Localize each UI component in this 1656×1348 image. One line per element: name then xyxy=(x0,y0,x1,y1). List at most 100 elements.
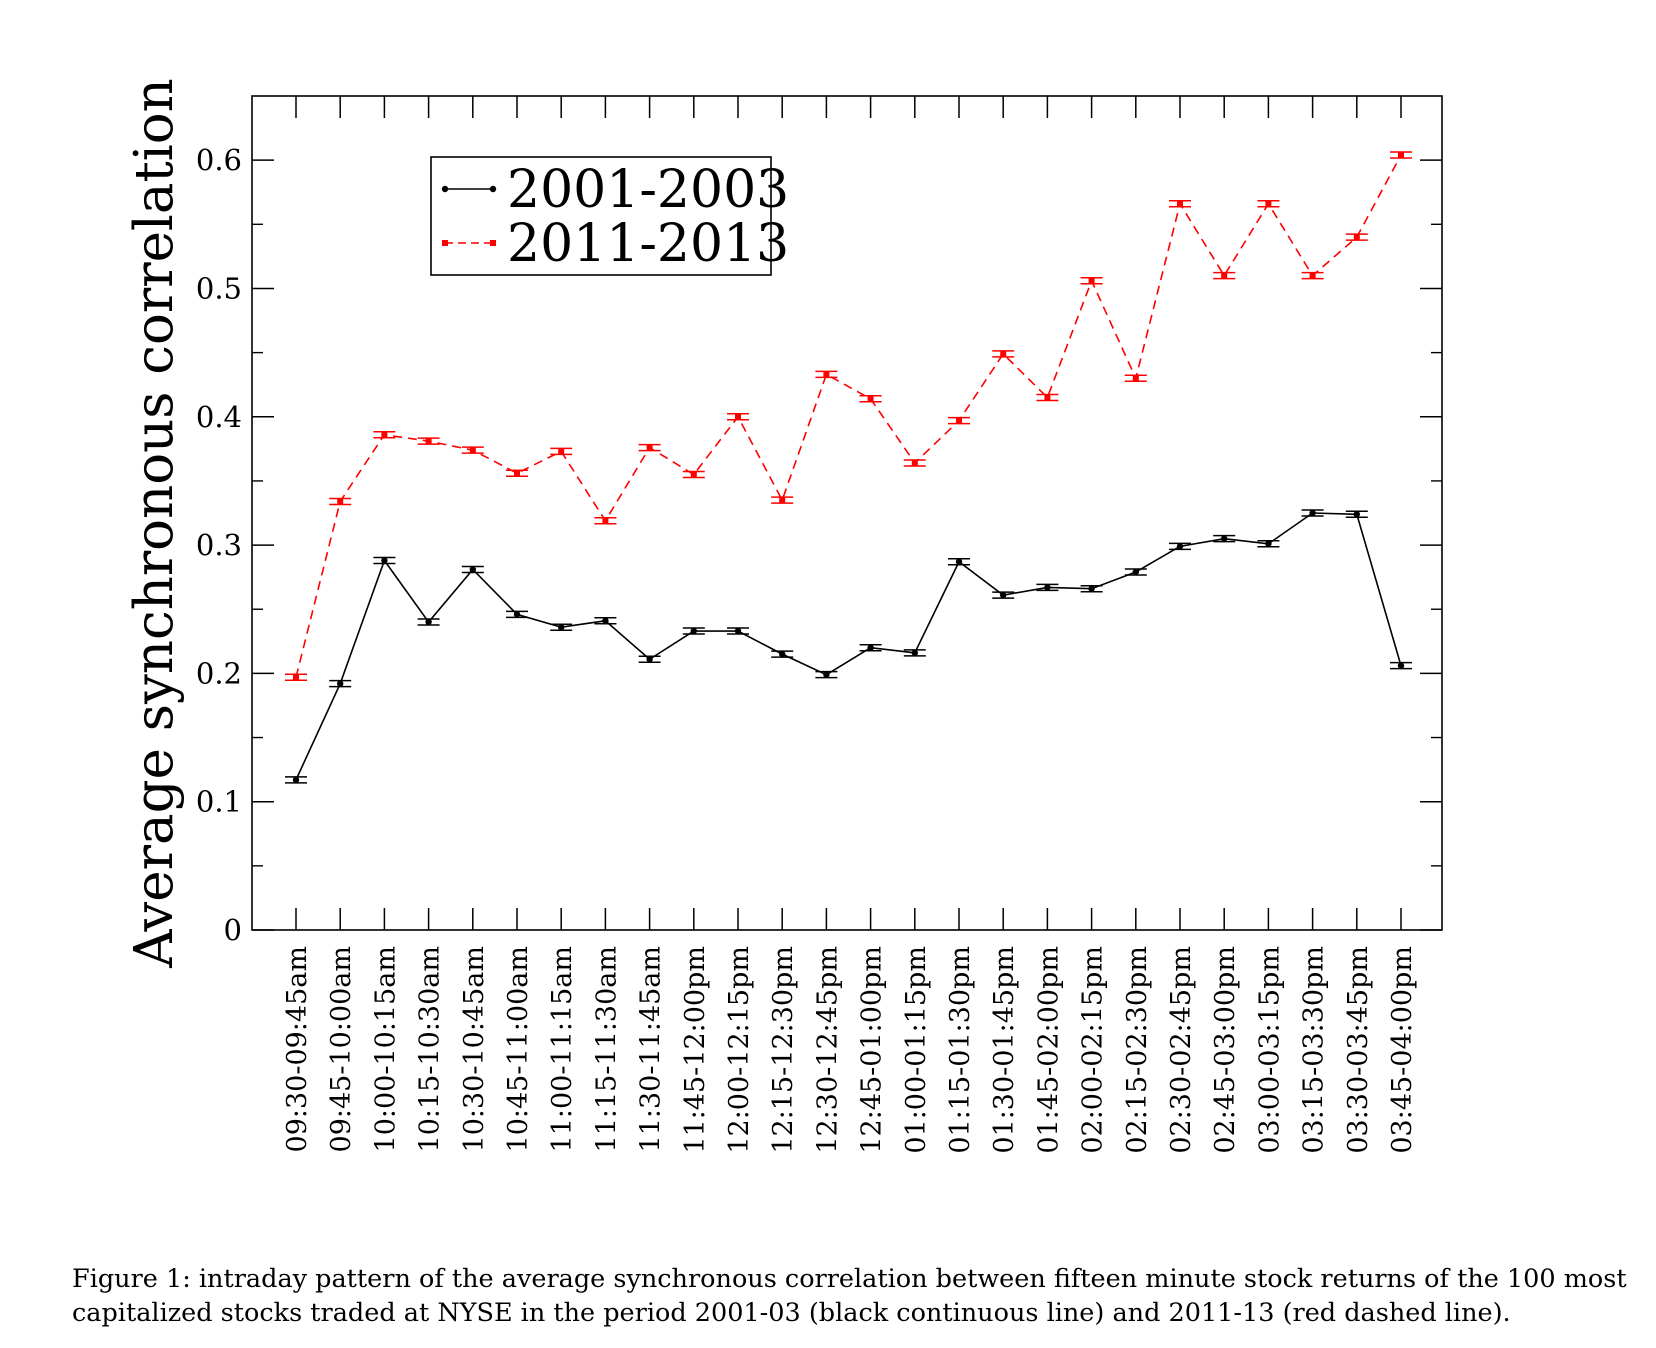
data-point xyxy=(735,413,741,420)
x-tick-label: 10:15-10:30am xyxy=(415,946,446,1152)
data-point xyxy=(558,448,565,455)
data-point xyxy=(558,623,565,631)
data-point xyxy=(1353,234,1360,241)
data-point xyxy=(1265,540,1272,547)
figure-caption: Figure 1: intraday pattern of the averag… xyxy=(72,1262,1632,1330)
data-point xyxy=(1000,591,1007,599)
data-point xyxy=(1044,394,1051,401)
legend-swatch-marker xyxy=(489,185,497,193)
x-tick-label: 12:45-01:00pm xyxy=(857,946,888,1154)
data-point xyxy=(955,558,963,565)
y-tick-label: 0.2 xyxy=(196,656,242,690)
y-tick-label: 0.5 xyxy=(196,271,242,305)
x-tick-label: 11:30-11:45am xyxy=(636,946,667,1152)
x-tick-label: 03:15-03:30pm xyxy=(1299,946,1330,1154)
x-tick-label: 01:00-01:15pm xyxy=(901,946,932,1154)
data-point xyxy=(646,656,653,663)
legend-box xyxy=(430,156,772,276)
data-point xyxy=(867,395,874,402)
y-tick-label: 0.4 xyxy=(196,400,242,434)
series-line-2001-2003 xyxy=(295,512,1402,781)
data-point xyxy=(779,650,786,658)
y-tick-label: 0.3 xyxy=(196,528,242,562)
data-point xyxy=(1265,200,1272,207)
y-tick-label: 0.1 xyxy=(196,785,242,819)
y-axis-label: Average synchronous correlation xyxy=(124,78,185,969)
data-point xyxy=(956,417,962,424)
data-point xyxy=(602,617,609,624)
data-point xyxy=(1000,350,1007,357)
data-point xyxy=(469,447,476,454)
x-tick-label: 01:15-01:30pm xyxy=(945,946,976,1154)
data-point xyxy=(1044,584,1051,591)
x-tick-label: 02:00-02:15pm xyxy=(1078,946,1109,1154)
y-tick-label: 0 xyxy=(224,913,242,947)
legend-swatch-marker xyxy=(441,185,449,193)
data-point xyxy=(381,431,388,438)
x-tick-label: 10:30-10:45am xyxy=(459,946,490,1152)
data-point xyxy=(911,459,918,466)
data-point xyxy=(425,618,432,626)
data-point xyxy=(1177,200,1183,207)
series-line-2011-2013 xyxy=(295,154,1402,678)
x-tick-label: 09:45-10:00am xyxy=(326,946,357,1152)
x-tick-label: 03:45-04:00pm xyxy=(1387,946,1418,1154)
data-point xyxy=(381,557,388,564)
caption-line-1: Figure 1: intraday pattern of the averag… xyxy=(72,1264,1627,1294)
data-point xyxy=(1398,152,1404,159)
caption-line-2: capitalized stocks traded at NYSE in the… xyxy=(72,1298,1511,1328)
x-tick-label: 11:15-11:30am xyxy=(591,946,622,1152)
data-point xyxy=(425,438,432,445)
data-point xyxy=(690,471,697,478)
data-point xyxy=(911,649,918,657)
x-tick-label: 12:30-12:45pm xyxy=(812,946,843,1154)
data-point xyxy=(514,470,520,477)
data-point xyxy=(779,497,786,504)
y-tick-label: 0.6 xyxy=(196,143,242,177)
data-point xyxy=(1221,272,1228,279)
x-tick-label: 12:00-12:15pm xyxy=(724,946,755,1154)
legend-swatch-marker xyxy=(490,240,496,246)
legend-label: 2011-2013 xyxy=(507,214,789,274)
data-point xyxy=(823,371,830,378)
data-point xyxy=(1088,585,1095,592)
x-tick-label: 12:15-12:30pm xyxy=(768,946,799,1154)
data-point xyxy=(1397,662,1405,669)
data-point xyxy=(690,627,697,635)
data-point xyxy=(602,517,609,524)
legend-swatch-marker xyxy=(442,240,448,246)
data-point xyxy=(823,671,830,678)
data-point xyxy=(513,611,521,618)
data-point xyxy=(293,674,299,681)
plot-frame xyxy=(251,95,1443,931)
x-tick-label: 02:15-02:30pm xyxy=(1122,946,1153,1154)
data-point xyxy=(1132,568,1140,576)
x-tick-label: 11:00-11:15am xyxy=(547,946,578,1152)
data-point xyxy=(1353,511,1361,518)
data-point xyxy=(1176,543,1184,550)
x-tick-label: 03:30-03:45pm xyxy=(1343,946,1374,1154)
data-point xyxy=(1221,535,1228,542)
x-tick-label: 01:30-01:45pm xyxy=(989,946,1020,1154)
legend-label: 2001-2003 xyxy=(507,160,789,220)
x-tick-label: 02:30-02:45pm xyxy=(1166,946,1197,1154)
x-tick-label: 09:30-09:45am xyxy=(282,946,313,1152)
data-point xyxy=(469,566,476,573)
x-tick-label: 11:45-12:00pm xyxy=(680,946,711,1154)
data-point xyxy=(646,444,653,451)
data-point xyxy=(292,776,300,784)
x-tick-label: 03:00-03:15pm xyxy=(1254,946,1285,1154)
data-point xyxy=(734,627,742,635)
data-point xyxy=(1309,509,1316,517)
x-tick-label: 01:45-02:00pm xyxy=(1033,946,1064,1154)
line-chart: 0 0.1 0.2 0.3 0.4 0.5 0.6 09:30-09:45am 09:45-10… xyxy=(124,78,1443,1154)
data-point xyxy=(867,644,874,651)
data-point xyxy=(1309,272,1316,279)
data-point xyxy=(337,680,344,687)
data-point xyxy=(1088,277,1095,284)
x-tick-label: 02:45-03:00pm xyxy=(1210,946,1241,1154)
data-point xyxy=(1132,375,1139,382)
x-tick-label: 10:00-10:15am xyxy=(370,946,401,1152)
x-tick-label: 10:45-11:00am xyxy=(503,946,534,1152)
